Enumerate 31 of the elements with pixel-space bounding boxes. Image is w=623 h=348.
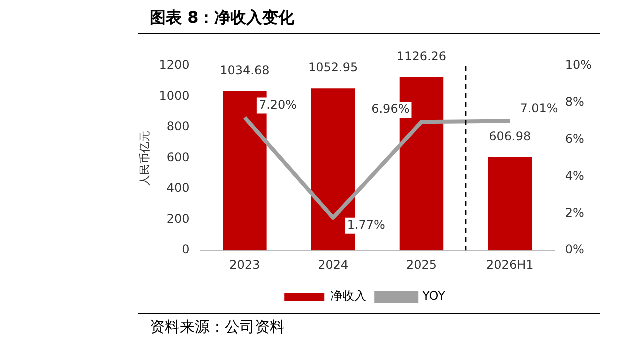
x-tick-label: 2023 [230, 258, 260, 272]
data-label: 606.98 [489, 129, 532, 144]
text: 资料来源：公司资料 [150, 318, 285, 337]
data-label: 1034.68 [220, 64, 270, 78]
x-tick-label: 2026H1 [486, 258, 534, 272]
bar [488, 157, 532, 251]
data-label: 1.77% [347, 218, 386, 232]
legend-label: 净收入 [330, 289, 367, 304]
data-label: 1052.95 [308, 60, 358, 75]
y-tick-label: 200 [166, 212, 190, 226]
data-label: 7.20% [258, 98, 298, 112]
y-tick-label: 800 [166, 120, 190, 134]
y-tick-label: 600 [166, 150, 190, 164]
data-label: 1126.26 [396, 49, 447, 64]
y2-tick-label: 8% [565, 95, 584, 110]
data-label: 7.01% [520, 101, 558, 116]
chart-title: 图表 8：净收入变化 [150, 8, 295, 29]
y2-tick-label: 2% [565, 206, 584, 220]
y-tick-label: 0 [182, 242, 190, 257]
x-tick-label: 2025 [406, 258, 438, 272]
y2-tick-label: 6% [565, 132, 584, 146]
y-tick-label: 1200 [159, 58, 190, 72]
data-label: 6.96% [372, 102, 410, 116]
y2-tick-label: 10% [565, 58, 592, 72]
y-tick-label: 1000 [159, 88, 190, 103]
x-tick-label: 2024 [318, 258, 349, 272]
y2-tick-label: 4% [565, 168, 584, 183]
y-tick-label: 400 [166, 181, 190, 196]
legend-label: YOY [422, 289, 446, 304]
y-axis-title: 人民币亿元 [138, 130, 152, 186]
y2-tick-label: 0% [565, 242, 584, 257]
